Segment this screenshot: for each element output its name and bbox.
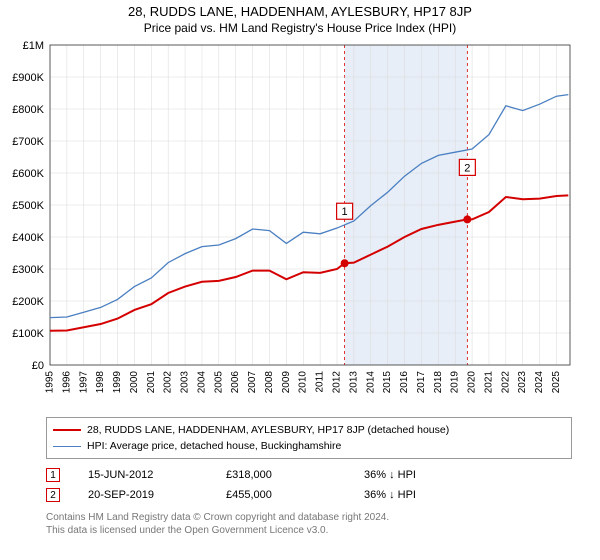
svg-text:1997: 1997 — [78, 371, 89, 394]
page-subtitle: Price paid vs. HM Land Registry's House … — [0, 21, 600, 35]
svg-text:£900K: £900K — [12, 72, 44, 84]
svg-text:2012: 2012 — [332, 371, 343, 394]
svg-text:2019: 2019 — [450, 371, 461, 394]
sale-date: 20-SEP-2019 — [88, 489, 198, 501]
svg-text:£400K: £400K — [12, 232, 44, 244]
svg-text:£1M: £1M — [23, 40, 44, 52]
svg-text:2021: 2021 — [483, 371, 494, 394]
svg-text:2006: 2006 — [230, 371, 241, 394]
sale-delta: 36% ↓ HPI — [364, 469, 474, 481]
svg-text:£300K: £300K — [12, 264, 44, 276]
svg-text:£200K: £200K — [12, 296, 44, 308]
sale-price: £455,000 — [226, 489, 336, 501]
legend-row: 28, RUDDS LANE, HADDENHAM, AYLESBURY, HP… — [53, 422, 565, 438]
svg-text:2011: 2011 — [315, 371, 326, 393]
sale-price: £318,000 — [226, 469, 336, 481]
svg-text:2016: 2016 — [399, 371, 410, 394]
svg-text:2005: 2005 — [213, 371, 224, 394]
svg-text:2025: 2025 — [551, 371, 562, 394]
sale-row: 1 15-JUN-2012 £318,000 36% ↓ HPI — [46, 465, 572, 485]
svg-text:2013: 2013 — [348, 371, 359, 394]
svg-text:£0: £0 — [32, 360, 44, 372]
legend-row: HPI: Average price, detached house, Buck… — [53, 438, 565, 454]
legend-label: 28, RUDDS LANE, HADDENHAM, AYLESBURY, HP… — [87, 424, 449, 436]
sale-date: 15-JUN-2012 — [88, 469, 198, 481]
svg-text:1999: 1999 — [112, 371, 123, 394]
svg-text:1: 1 — [342, 206, 348, 218]
svg-text:2001: 2001 — [146, 371, 157, 394]
svg-text:2015: 2015 — [382, 371, 393, 394]
legend-swatch — [53, 429, 81, 431]
svg-text:2020: 2020 — [467, 371, 478, 394]
svg-text:£100K: £100K — [12, 328, 44, 340]
legend: 28, RUDDS LANE, HADDENHAM, AYLESBURY, HP… — [46, 417, 572, 459]
sale-row: 2 20-SEP-2019 £455,000 36% ↓ HPI — [46, 485, 572, 505]
svg-text:£700K: £700K — [12, 136, 44, 148]
svg-text:1995: 1995 — [45, 371, 56, 394]
price-chart: £0 £100K £200K £300K £400K £500K £600K £700K £80… — [0, 35, 600, 415]
svg-text:2: 2 — [464, 162, 470, 174]
svg-text:2000: 2000 — [129, 371, 140, 394]
svg-text:2014: 2014 — [365, 371, 376, 394]
svg-text:£500K: £500K — [12, 200, 44, 212]
attribution-footer: Contains HM Land Registry data © Crown c… — [46, 511, 572, 537]
svg-text:£600K: £600K — [12, 168, 44, 180]
sale-marker-icon: 1 — [46, 468, 60, 482]
svg-text:2003: 2003 — [180, 371, 191, 394]
svg-text:2007: 2007 — [247, 371, 258, 394]
svg-text:1998: 1998 — [95, 371, 106, 394]
svg-text:2024: 2024 — [534, 371, 545, 394]
svg-text:2008: 2008 — [264, 371, 275, 394]
svg-text:2022: 2022 — [500, 371, 511, 394]
sales-table: 1 15-JUN-2012 £318,000 36% ↓ HPI 2 20-SEP-201… — [46, 465, 572, 505]
sale-marker-icon: 2 — [46, 488, 60, 502]
svg-text:2018: 2018 — [433, 371, 444, 394]
legend-swatch — [53, 446, 81, 447]
svg-text:1996: 1996 — [61, 371, 72, 394]
svg-text:2002: 2002 — [163, 371, 174, 394]
sale-point — [463, 215, 471, 223]
footer-line: Contains HM Land Registry data © Crown c… — [46, 511, 572, 524]
svg-text:2004: 2004 — [196, 371, 207, 394]
svg-text:2010: 2010 — [298, 371, 309, 394]
svg-text:2009: 2009 — [281, 371, 292, 394]
footer-line: This data is licensed under the Open Gov… — [46, 524, 572, 537]
sale-point — [341, 259, 349, 267]
chart-svg: £0 £100K £200K £300K £400K £500K £600K £700K £80… — [0, 35, 600, 415]
legend-label: HPI: Average price, detached house, Buck… — [87, 440, 341, 452]
svg-text:£800K: £800K — [12, 104, 44, 116]
svg-text:2017: 2017 — [416, 371, 427, 394]
svg-text:2023: 2023 — [517, 371, 528, 394]
sale-delta: 36% ↓ HPI — [364, 489, 474, 501]
page-title: 28, RUDDS LANE, HADDENHAM, AYLESBURY, HP… — [0, 4, 600, 19]
